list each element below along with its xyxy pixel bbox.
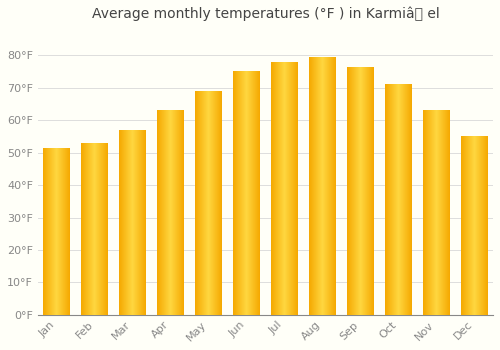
Title: Average monthly temperatures (°F ) in Karmiâ el: Average monthly temperatures (°F ) in Ka… xyxy=(92,7,440,21)
